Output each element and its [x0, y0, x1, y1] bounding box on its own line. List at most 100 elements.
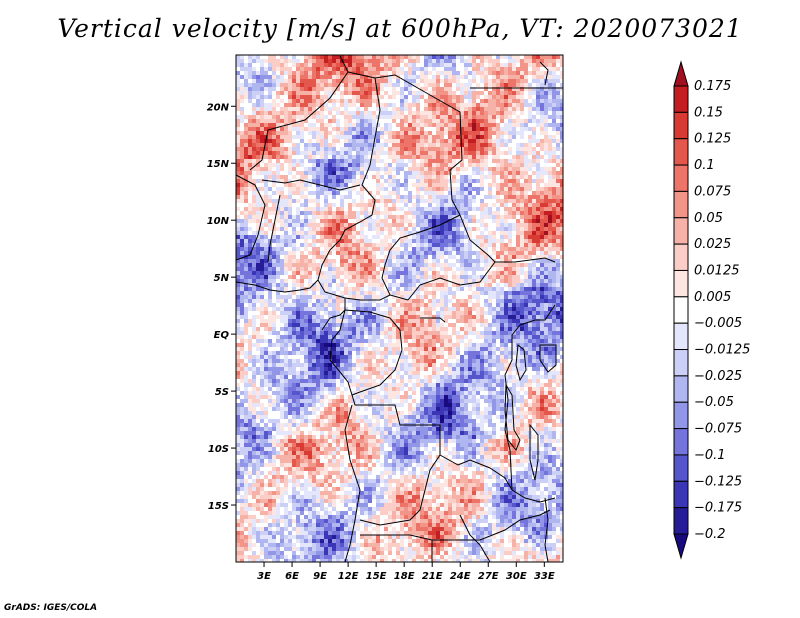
- field-cell: [528, 275, 532, 279]
- field-cell: [308, 147, 312, 151]
- field-cell: [332, 79, 336, 83]
- field-cell: [344, 75, 348, 79]
- field-cell: [392, 123, 396, 127]
- field-cell: [468, 87, 472, 91]
- field-cell: [260, 159, 264, 163]
- field-cell: [380, 263, 384, 267]
- field-cell: [324, 71, 328, 75]
- field-cell: [552, 123, 556, 127]
- field-cell: [532, 139, 536, 143]
- field-cell: [404, 115, 408, 119]
- field-cell: [492, 219, 496, 223]
- field-cell: [520, 227, 524, 231]
- field-cell: [328, 119, 332, 123]
- field-cell: [500, 83, 504, 87]
- field-cell: [372, 235, 376, 239]
- field-cell: [492, 171, 496, 175]
- field-cell: [532, 223, 536, 227]
- field-cell: [520, 95, 524, 99]
- field-cell: [432, 187, 436, 191]
- field-cell: [384, 223, 388, 227]
- field-cell: [348, 99, 352, 103]
- field-cell: [556, 195, 560, 199]
- field-cell: [468, 255, 472, 259]
- field-cell: [496, 167, 500, 171]
- field-cell: [244, 95, 248, 99]
- field-cell: [528, 287, 532, 291]
- field-cell: [508, 127, 512, 131]
- field-cell: [492, 179, 496, 183]
- field-cell: [416, 227, 420, 231]
- field-cell: [528, 175, 532, 179]
- field-cell: [344, 159, 348, 163]
- field-cell: [356, 287, 360, 291]
- field-cell: [504, 275, 508, 279]
- field-cell: [508, 199, 512, 203]
- field-cell: [256, 215, 260, 219]
- field-cell: [396, 247, 400, 251]
- field-cell: [408, 175, 412, 179]
- field-cell: [408, 159, 412, 163]
- field-cell: [464, 167, 468, 171]
- field-cell: [552, 175, 556, 179]
- field-cell: [324, 211, 328, 215]
- field-cell: [448, 99, 452, 103]
- field-cell: [336, 59, 340, 63]
- field-cell: [532, 83, 536, 87]
- field-cell: [340, 291, 344, 295]
- field-cell: [552, 183, 556, 187]
- field-cell: [420, 115, 424, 119]
- field-cell: [532, 91, 536, 95]
- field-cell: [236, 203, 240, 207]
- field-cell: [400, 203, 404, 207]
- field-cell: [332, 107, 336, 111]
- field-cell: [504, 119, 508, 123]
- field-cell: [476, 155, 480, 159]
- field-cell: [340, 139, 344, 143]
- field-cell: [368, 295, 372, 299]
- field-cell: [512, 275, 516, 279]
- field-cell: [472, 295, 476, 299]
- field-cell: [336, 87, 340, 91]
- field-cell: [260, 167, 264, 171]
- field-cell: [512, 179, 516, 183]
- field-cell: [364, 207, 368, 211]
- field-cell: [324, 183, 328, 187]
- field-cell: [508, 71, 512, 75]
- field-cell: [348, 199, 352, 203]
- field-cell: [256, 135, 260, 139]
- field-cell: [320, 139, 324, 143]
- field-cell: [520, 183, 524, 187]
- field-cell: [320, 287, 324, 291]
- field-cell: [548, 123, 552, 127]
- field-cell: [508, 255, 512, 259]
- field-cell: [516, 251, 520, 255]
- field-cell: [272, 263, 276, 267]
- field-cell: [360, 55, 364, 59]
- field-cell: [448, 67, 452, 71]
- field-cell: [432, 179, 436, 183]
- field-cell: [556, 207, 560, 211]
- field-cell: [540, 167, 544, 171]
- field-cell: [552, 259, 556, 263]
- field-cell: [500, 79, 504, 83]
- field-cell: [484, 267, 488, 271]
- field-cell: [272, 131, 276, 135]
- field-cell: [444, 271, 448, 275]
- field-cell: [428, 99, 432, 103]
- field-cell: [268, 275, 272, 279]
- field-cell: [552, 139, 556, 143]
- field-cell: [328, 143, 332, 147]
- field-cell: [324, 55, 328, 59]
- field-cell: [396, 287, 400, 291]
- field-cell: [260, 231, 264, 235]
- field-cell: [476, 163, 480, 167]
- field-cell: [404, 59, 408, 63]
- field-cell: [316, 151, 320, 155]
- field-cell: [496, 111, 500, 115]
- field-cell: [272, 151, 276, 155]
- field-cell: [344, 295, 348, 299]
- field-cell: [452, 251, 456, 255]
- field-cell: [528, 207, 532, 211]
- field-cell: [368, 243, 372, 247]
